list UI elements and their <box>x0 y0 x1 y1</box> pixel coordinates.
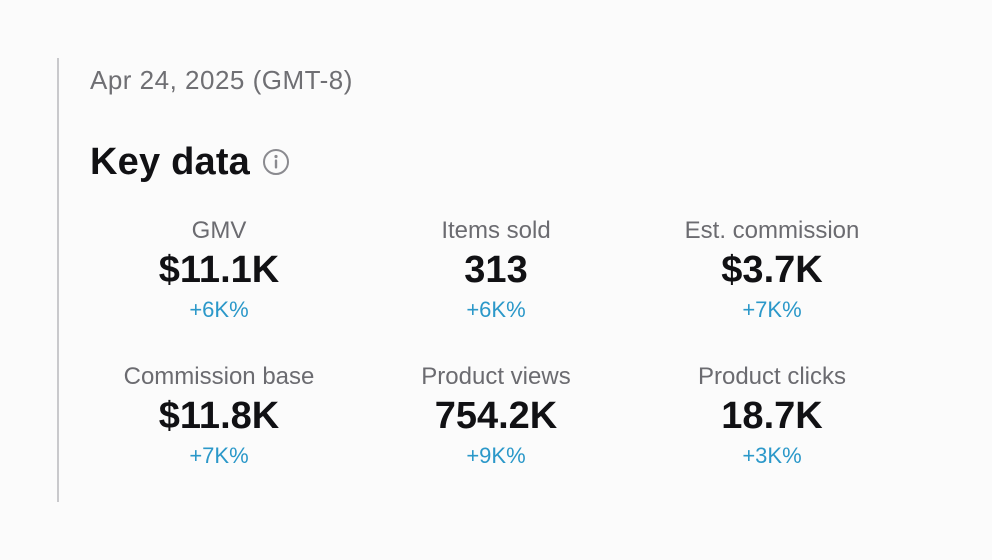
section-title: Key data <box>90 140 251 183</box>
metric-value: 313 <box>464 249 528 291</box>
metric-items-sold: Items sold 313 +6K% <box>366 216 626 325</box>
metric-label: Product views <box>421 363 571 390</box>
metric-est-commission: Est. commission $3.7K +7K% <box>642 216 902 325</box>
metric-product-clicks: Product clicks 18.7K +3K% <box>642 362 902 471</box>
metric-value: 754.2K <box>434 395 558 437</box>
left-divider <box>57 58 59 502</box>
date-range: Apr 24, 2025 (GMT-8) <box>90 65 353 95</box>
metric-label: Commission base <box>123 363 315 390</box>
metric-gmv: GMV $11.1K +6K% <box>89 216 349 325</box>
metric-change: +7K% <box>742 297 802 322</box>
metric-change: +9K% <box>466 443 526 468</box>
metric-change: +3K% <box>742 443 802 468</box>
info-circle-icon[interactable] <box>262 148 290 176</box>
metric-change: +6K% <box>466 297 526 322</box>
metric-label: Product clicks <box>697 363 847 390</box>
metric-change: +7K% <box>189 443 249 468</box>
metric-value: $11.1K <box>158 249 280 291</box>
metric-label: Est. commission <box>684 217 860 244</box>
metric-commission-base: Commission base $11.8K +7K% <box>89 362 349 471</box>
metric-value: $3.7K <box>721 249 823 291</box>
metric-change: +6K% <box>189 297 249 322</box>
metric-value: 18.7K <box>721 395 823 437</box>
section-header: Key data <box>90 138 290 186</box>
metric-label: Items sold <box>441 217 551 244</box>
metric-label: GMV <box>191 217 247 244</box>
metric-value: $11.8K <box>158 395 280 437</box>
metric-product-views: Product views 754.2K +9K% <box>366 362 626 471</box>
